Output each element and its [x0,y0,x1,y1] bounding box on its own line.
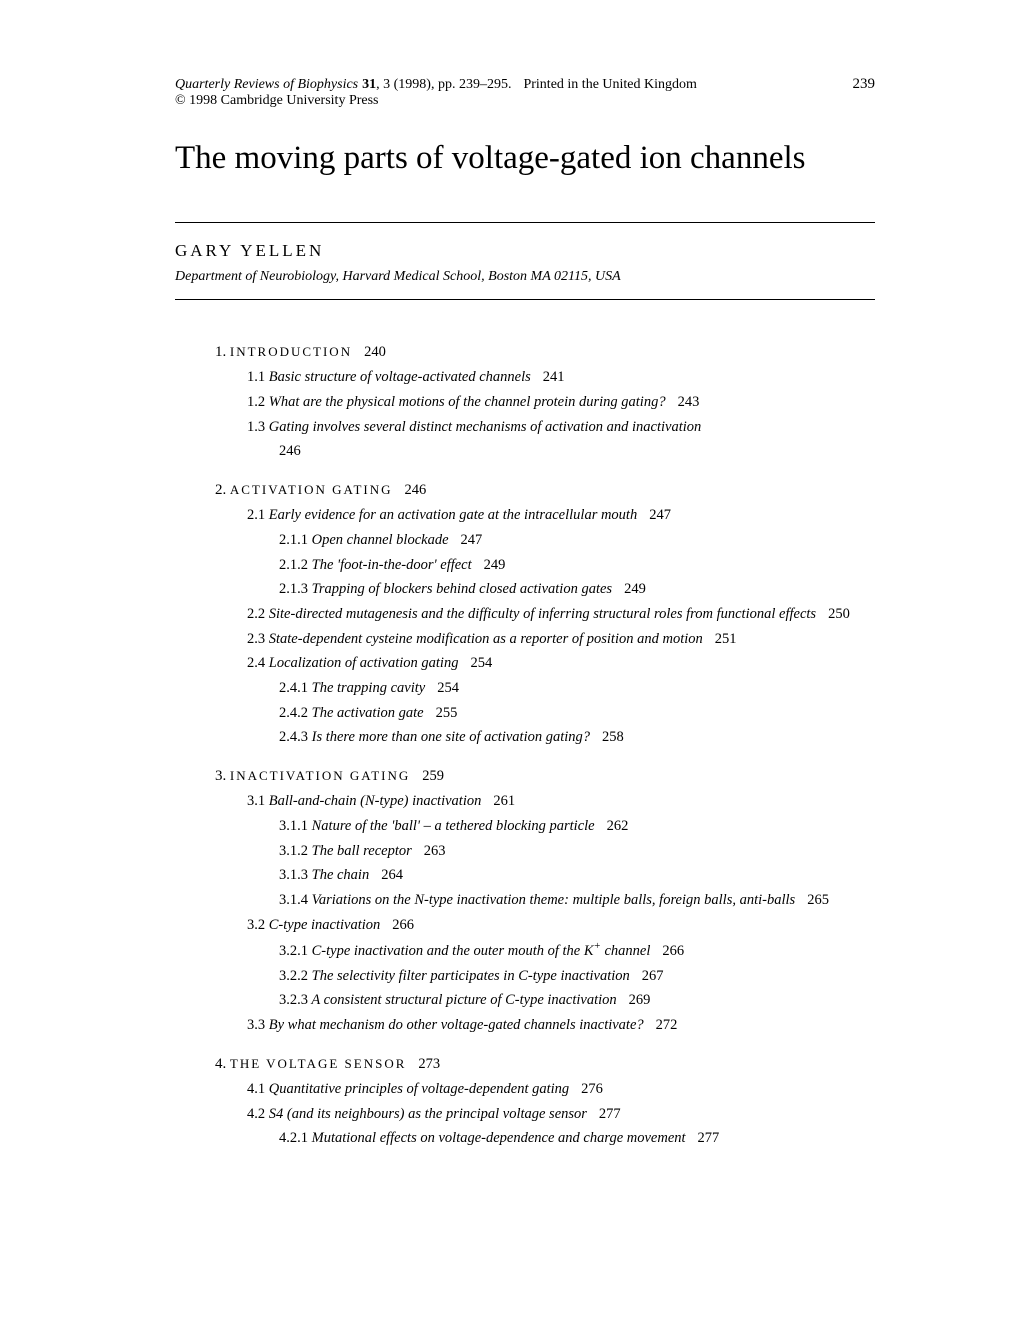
article-title: The moving parts of voltage-gated ion ch… [175,137,875,180]
rule-top [175,222,875,223]
journal-name: Quarterly Reviews of Biophysics [175,77,358,92]
author-name: GARY YELLEN [175,241,875,261]
volume: 31 [362,77,376,92]
issue: 3 (1998), pp. 239–295. [383,77,511,92]
rule-bottom [175,299,875,300]
toc-section-3: 3. INACTIVATION GATING259 3.1 Ball-and-c… [215,764,875,1038]
toc-page: 240 [364,344,386,360]
table-of-contents: 1. INTRODUCTION240 1.1 Basic structure o… [175,340,875,1151]
toc-section-2: 2. ACTIVATION GATING246 2.1 Early eviden… [215,478,875,750]
author-affiliation: Department of Neurobiology, Harvard Medi… [175,269,875,285]
toc-title: INTRODUCTION [230,344,352,359]
printed-in: Printed in the United Kingdom [523,77,696,92]
journal-header: Quarterly Reviews of Biophysics 31, 3 (1… [175,75,875,93]
toc-num: 1. [215,344,226,360]
toc-section-4: 4. THE VOLTAGE SENSOR273 4.1 Quantitativ… [215,1052,875,1151]
toc-section-1: 1. INTRODUCTION240 1.1 Basic structure o… [215,340,875,464]
copyright: © 1998 Cambridge University Press [175,93,875,109]
page-number: 239 [853,76,876,93]
